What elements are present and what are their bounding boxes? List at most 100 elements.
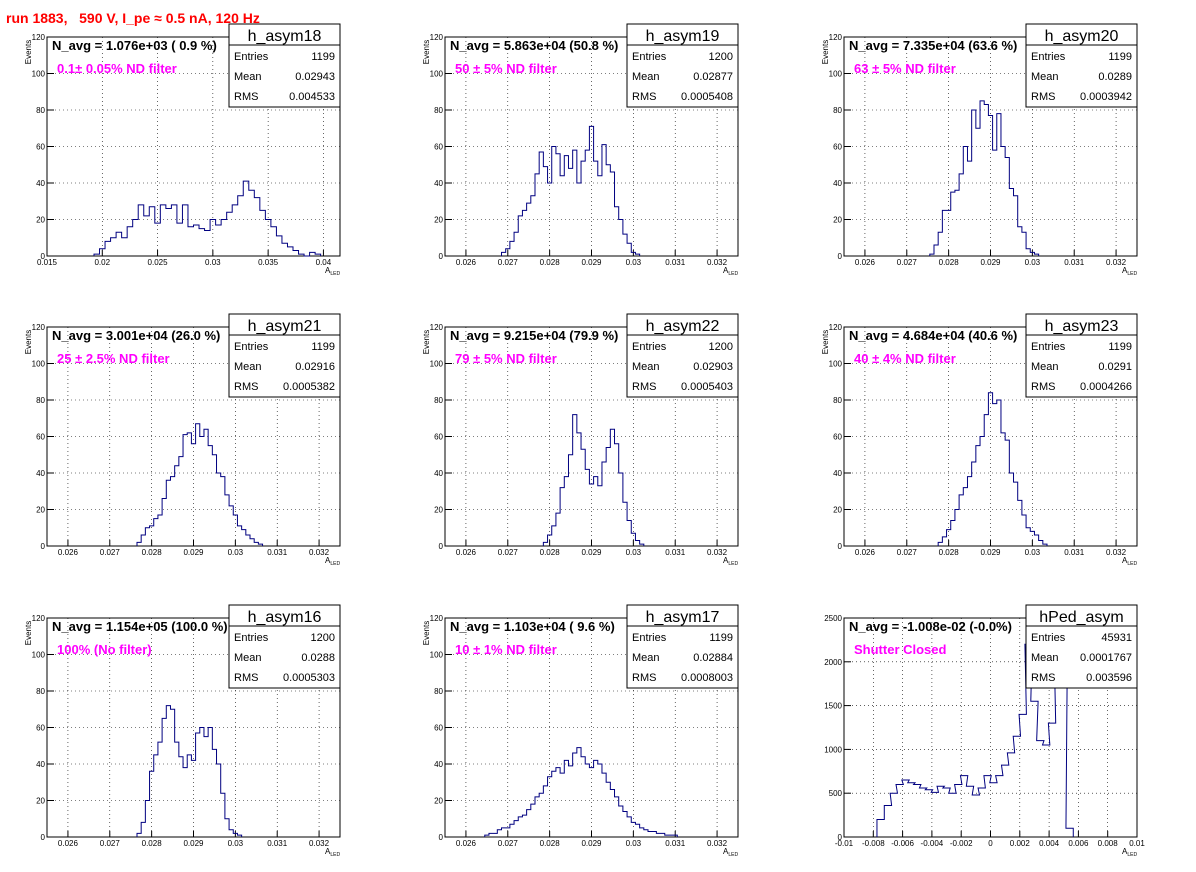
histogram-bin <box>229 830 233 837</box>
histogram-bin <box>661 833 665 837</box>
histogram-line <box>136 705 243 837</box>
filter-annotation: Shutter Closed <box>854 642 947 657</box>
histogram-name: h_asym22 <box>646 318 720 335</box>
histogram-bin <box>138 205 144 256</box>
y-tick-label: 20 <box>36 216 45 225</box>
histogram-bin <box>177 223 183 256</box>
histogram-bin <box>635 824 639 837</box>
navg-label: N_avg = 1.076e+03 ( 0.9 %) <box>52 38 217 53</box>
histogram-bin <box>640 828 644 837</box>
x-tick-label: 0.032 <box>1106 548 1127 557</box>
y-tick-label: 40 <box>434 179 443 188</box>
histogram-bin <box>196 424 200 546</box>
stats-label-mean: Mean <box>234 652 262 664</box>
x-tick-label: 0.029 <box>183 548 204 557</box>
navg-label: N_avg = 9.215e+04 (79.9 %) <box>450 328 618 343</box>
y-tick-label: 60 <box>36 433 45 442</box>
x-tick-label: 0.028 <box>540 548 561 557</box>
histogram-bin <box>527 203 531 256</box>
x-tick-label: 0.032 <box>707 839 728 848</box>
histogram-line <box>876 643 1074 837</box>
y-tick-label: 2500 <box>824 614 842 623</box>
histogram-bin <box>556 768 560 837</box>
stats-label-entries: Entries <box>1031 632 1066 644</box>
histogram-bin <box>175 742 179 837</box>
y-tick-label: 0 <box>439 833 444 842</box>
stats-box <box>228 604 341 689</box>
stats-label-rms: RMS <box>234 91 258 103</box>
x-axis-label-sub: LED <box>330 561 340 567</box>
histogram-bin <box>656 833 660 837</box>
histogram-bin <box>606 447 610 546</box>
y-tick-label: 40 <box>36 760 45 769</box>
stats-box <box>1025 23 1138 108</box>
y-tick-label: 60 <box>434 143 443 152</box>
stats-value-entries: 1200 <box>311 632 335 644</box>
histogram-bin <box>150 771 154 837</box>
x-axis-label-sub: LED <box>728 852 738 858</box>
x-tick-label: -0.008 <box>862 839 885 848</box>
y-tick-label: 80 <box>434 687 443 696</box>
histogram-bin <box>175 466 179 546</box>
histogram-bin <box>145 801 149 838</box>
stats-label-mean: Mean <box>1031 361 1059 373</box>
histogram-bin <box>238 196 244 256</box>
histogram-bin <box>1009 188 1013 256</box>
x-tick-label: 0.035 <box>258 258 279 267</box>
histogram-bin <box>188 227 194 256</box>
histogram-bin <box>243 181 249 256</box>
filter-annotation: 63 ± 5% ND filter <box>854 61 956 76</box>
x-tick-label: 0.027 <box>498 258 519 267</box>
stats-label-entries: Entries <box>632 51 667 63</box>
stats-value-rms: 0.0003942 <box>1080 91 1132 103</box>
histogram-panel-h_asym22: 0.026 0.027 0.028 0.029 0.03 0.031 0.032 0 20 40 6… <box>422 313 739 567</box>
x-tick-label: 0.031 <box>267 839 288 848</box>
y-axis-label: Events <box>821 330 830 354</box>
stats-value-rms: 0.0005408 <box>681 91 733 103</box>
histogram-bin <box>623 234 627 256</box>
histogram-panel-h_asym21: 0.026 0.027 0.028 0.029 0.03 0.031 0.032 0 20 40 6… <box>24 313 341 567</box>
histogram-bin <box>510 241 514 256</box>
histogram-bin <box>122 238 128 256</box>
histogram-bin <box>166 706 170 837</box>
histogram-bin <box>1001 147 1005 257</box>
y-tick-label: 500 <box>829 789 843 798</box>
histogram-bin <box>877 819 884 837</box>
stats-value-mean: 0.0289 <box>1098 71 1132 83</box>
x-tick-label: 0.03 <box>1025 548 1041 557</box>
y-tick-label: 60 <box>36 143 45 152</box>
y-tick-label: 0 <box>439 542 444 551</box>
x-axis-label-sub: LED <box>330 852 340 858</box>
x-tick-label: 0.031 <box>665 839 686 848</box>
histogram-bin <box>972 795 979 837</box>
histogram-bin <box>250 539 254 546</box>
histogram-bin <box>502 252 506 256</box>
histogram-bin <box>293 251 299 256</box>
y-tick-label: 60 <box>434 433 443 442</box>
stats-box <box>626 23 739 108</box>
histogram-bin <box>627 243 631 256</box>
histogram-bin <box>615 207 619 256</box>
y-tick-label: 20 <box>833 216 842 225</box>
histogram-bin <box>287 247 293 256</box>
x-tick-label: 0.03 <box>228 548 244 557</box>
histogram-bin <box>225 819 229 837</box>
histogram-bin <box>1018 227 1022 256</box>
histogram-name: h_asym18 <box>248 28 322 45</box>
histogram-bin <box>552 147 556 257</box>
histogram-bin <box>229 506 233 546</box>
x-tick-label: 0.029 <box>980 548 1001 557</box>
histogram-panel-h_asym23: 0.026 0.027 0.028 0.029 0.03 0.031 0.032 0 20 40 6… <box>821 313 1138 567</box>
y-tick-label: 100 <box>32 651 46 660</box>
histogram-bin <box>543 167 547 256</box>
stats-value-mean: 0.0001767 <box>1080 652 1132 664</box>
histogram-bin <box>568 455 572 546</box>
y-tick-label: 100 <box>430 360 444 369</box>
y-tick-label: 80 <box>833 396 842 405</box>
histogram-bin <box>310 252 316 256</box>
x-tick-label: 0.032 <box>309 839 330 848</box>
stats-value-mean: 0.0288 <box>301 652 335 664</box>
histogram-bin <box>581 449 585 546</box>
stats-box <box>228 23 341 108</box>
x-axis-label-sub: LED <box>1127 271 1137 277</box>
